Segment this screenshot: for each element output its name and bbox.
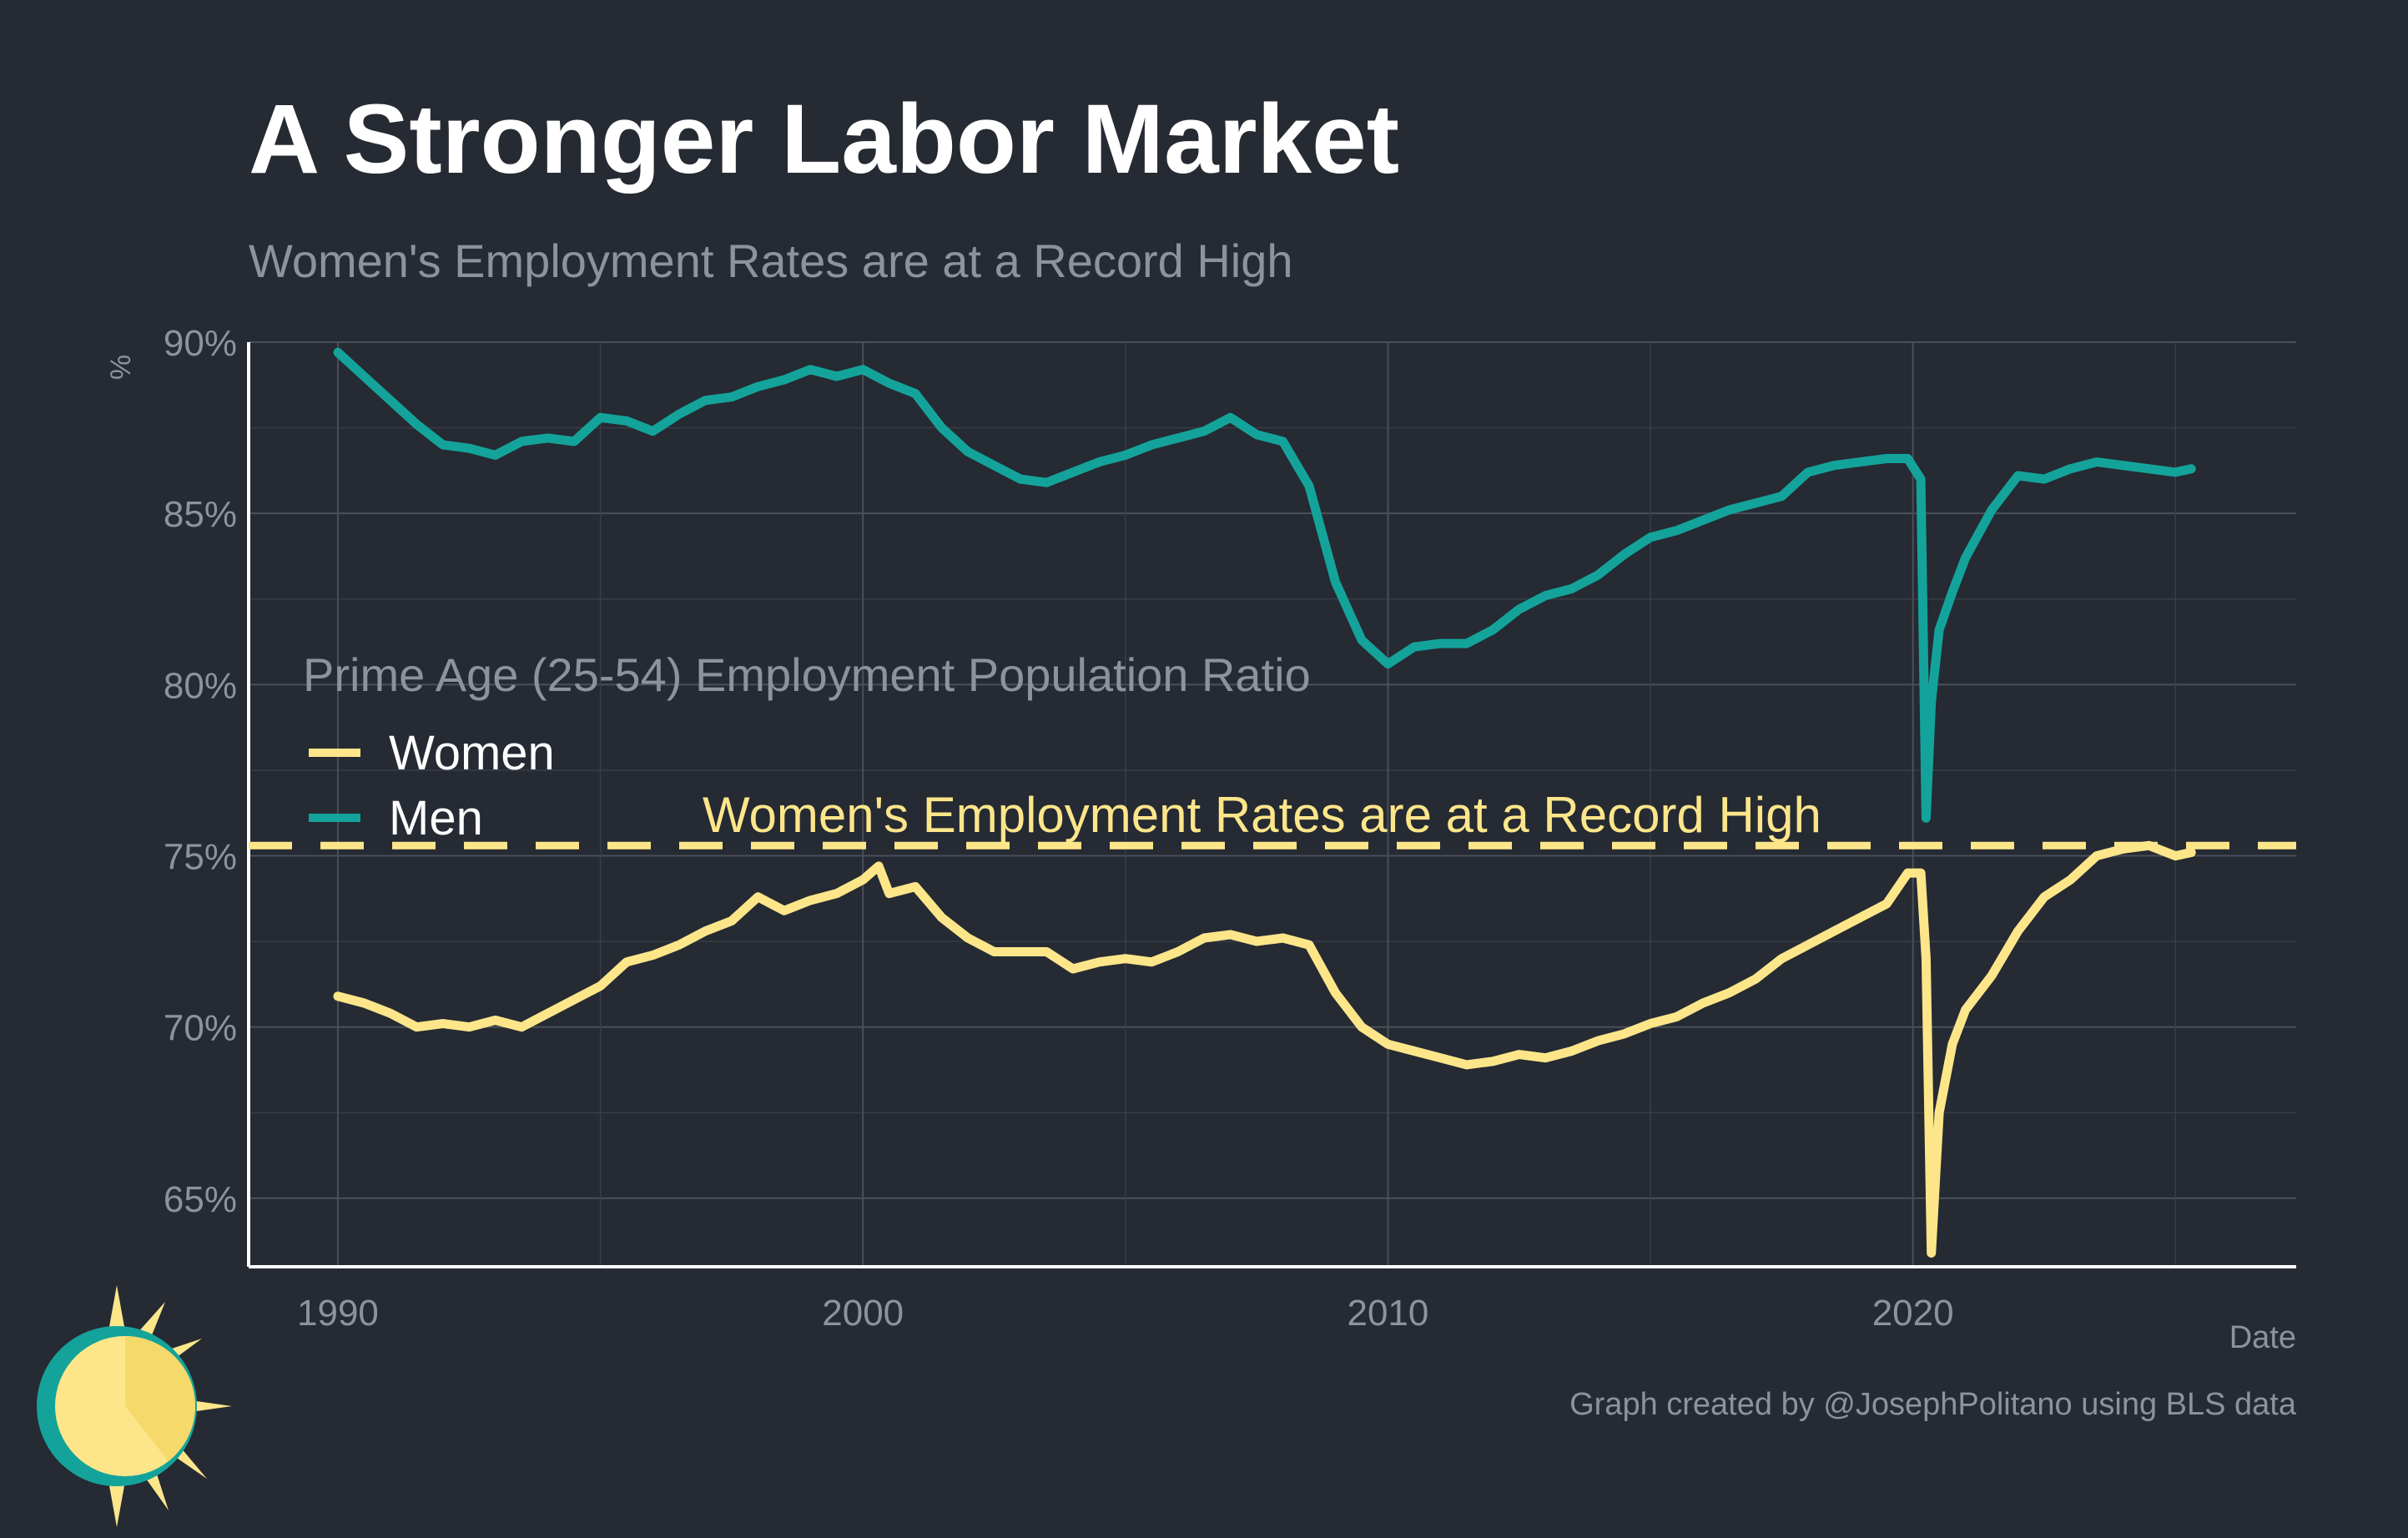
series-lines [333, 347, 2196, 1258]
y-tick-label: 75% [164, 837, 237, 878]
y-tick-label: 90% [164, 323, 237, 364]
grid-lines [249, 341, 2296, 1267]
annotation-label: Women's Employment Rates are at a Record… [703, 787, 1821, 843]
x-tick-label: 1990 [297, 1293, 379, 1334]
y-axis: 65% 70% 75% 80% 85% 90%% [105, 323, 250, 1267]
y-tick-label: 65% [164, 1179, 237, 1220]
chart-subtitle: Women's Employment Rates are at a Record… [249, 234, 1293, 287]
y-tick-label: 80% [164, 665, 237, 706]
legend-label: Women [389, 726, 555, 780]
y-axis-title: % [105, 355, 137, 380]
legend-title: Prime Age (25-54) Employment Population … [303, 648, 1311, 701]
x-axis-title: Date [2229, 1320, 2296, 1355]
x-tick-label: 2010 [1347, 1293, 1428, 1334]
y-tick-label: 70% [164, 1008, 237, 1049]
x-axis: 1990 2000 2010 2020 [249, 1265, 2296, 1334]
sun-logo-icon [37, 1285, 232, 1527]
chart-title: A Stronger Labor Market [249, 84, 1400, 194]
x-tick-label: 2020 [1872, 1293, 1954, 1334]
source-credit: Graph created by @JosephPolitano using B… [1569, 1387, 2296, 1422]
legend-label: Men [389, 791, 483, 845]
y-tick-label: 85% [164, 494, 237, 535]
series-line-women [333, 840, 2196, 1258]
x-tick-label: 2000 [822, 1293, 904, 1334]
series-line-men [333, 347, 2196, 823]
record-high-reference-line: Women's Employment Rates are at a Record… [249, 787, 2296, 850]
legend: Prime Age (25-54) Employment Population … [303, 648, 1311, 845]
